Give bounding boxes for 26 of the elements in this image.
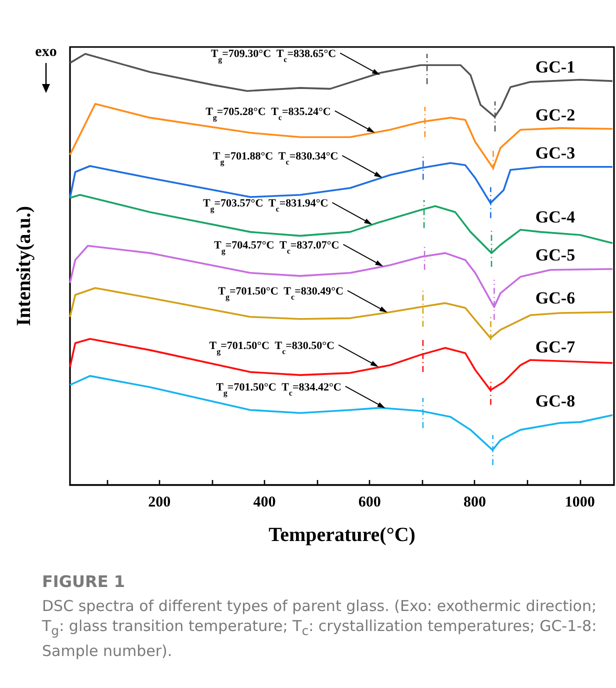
x-axis-title: Temperature(°C)	[268, 524, 416, 546]
x-tick-label: 1000	[564, 494, 595, 510]
annotation: T$_{g}$=701.50°C T$_{c}$=830.49°C	[218, 286, 344, 302]
series-label: GC-7	[535, 337, 576, 356]
series-label: GC-8	[535, 392, 576, 411]
series-label: GC-3	[535, 143, 576, 162]
x-tick-label: 400	[253, 494, 276, 510]
series-label: GC-6	[535, 288, 576, 308]
annotation: T$_{g}$=701.50°C T$_{c}$=830.50°C	[209, 340, 335, 356]
text: exo	[34, 44, 58, 61]
text: DSC spectra of different types of parent glass. (Exo: exothermic direction; T$_{g}$: glass transition temperature; T$_{c}$: crystallization temperatures; GC-1-8: Sample number).	[42, 597, 597, 660]
annotation: T$_{g}$=704.57°C T$_{c}$=837.07°C	[214, 239, 340, 255]
annotation: T$_{g}$=703.57°C T$_{c}$=831.94°C	[202, 198, 328, 214]
series-label: GC-4	[535, 207, 576, 226]
series-label: GC-2	[535, 105, 576, 124]
annotation: T$_{g}$=701.50°C T$_{c}$=834.42°C	[216, 381, 342, 397]
x-tick-label: 200	[148, 494, 171, 510]
series-label: GC-5	[535, 246, 576, 265]
series-label: GC-1	[535, 57, 576, 76]
caption: FIGURE 1	[42, 572, 126, 592]
y-axis-title: Intensity(a.u.)	[13, 206, 35, 326]
x-tick-label: 600	[358, 494, 381, 510]
annotation: T$_{g}$=709.30°C T$_{c}$=838.65°C	[210, 48, 336, 64]
annotation: T$_{g}$=701.88°C T$_{c}$=830.34°C	[212, 150, 338, 166]
annotation: T$_{g}$=705.28°C T$_{c}$=835.24°C	[206, 106, 331, 122]
x-tick-label: 800	[463, 494, 486, 510]
